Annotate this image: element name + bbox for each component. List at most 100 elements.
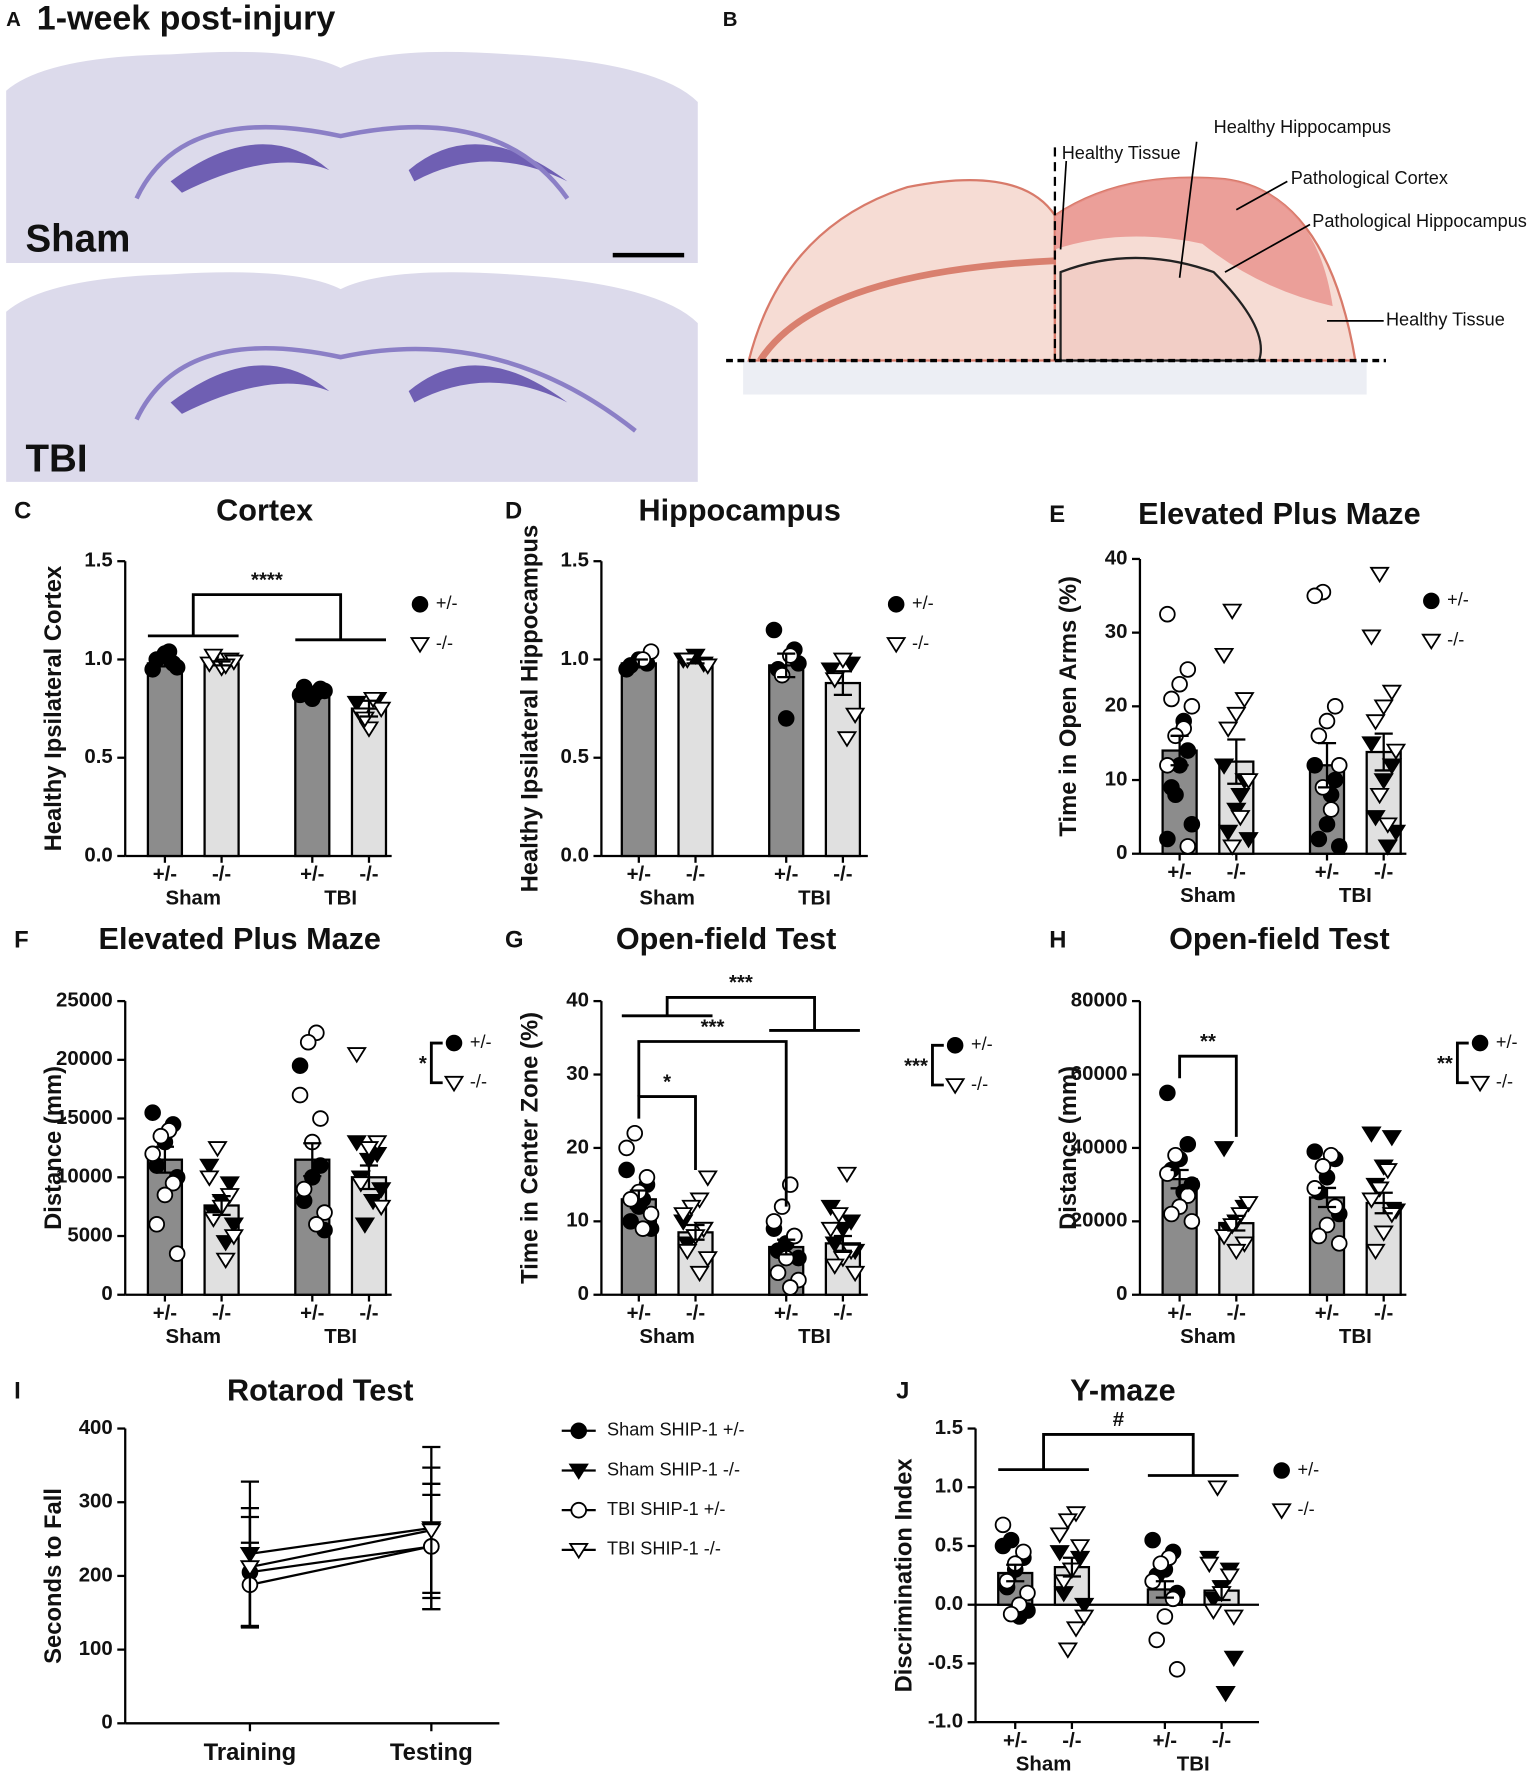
x-tick-label: -/- [833, 1302, 852, 1324]
data-point [1377, 839, 1398, 856]
x-tick-label: +/- [1315, 861, 1339, 883]
x-tick-label: -/- [1374, 861, 1393, 883]
y-tick-label: 100 [79, 1638, 113, 1660]
data-point [299, 1033, 317, 1051]
y-tick-label: 30 [1105, 621, 1128, 643]
data-point [820, 1221, 841, 1239]
data-point [622, 1213, 639, 1230]
diagram-label: Healthy Tissue [1062, 143, 1181, 163]
data-point [1365, 714, 1386, 731]
data-point [1369, 787, 1390, 805]
chart-title: Open-field Test [616, 922, 837, 956]
data-point [1163, 1205, 1180, 1223]
chart-title: Elevated Plus Maze [99, 922, 381, 956]
data-point [164, 1174, 182, 1192]
data-point [1306, 757, 1324, 774]
y-tick-label: 20 [1105, 695, 1128, 717]
y-tick-label: 20000 [56, 1048, 113, 1070]
group-label: Sham [639, 1326, 695, 1348]
bar [768, 664, 805, 858]
y-tick-label: 0.5 [561, 746, 589, 768]
x-tick-label: +/- [1153, 1730, 1177, 1752]
data-point [642, 1205, 660, 1223]
sig-bracket [637, 1040, 788, 1207]
data-point [1168, 1661, 1186, 1678]
data-point [207, 1141, 228, 1158]
base [743, 360, 1367, 395]
x-tick-label: +/- [1315, 1302, 1339, 1324]
data-point [1318, 1216, 1336, 1234]
y-tick-label: 0 [101, 1283, 112, 1305]
sig-label: * [419, 1053, 427, 1075]
error-bar [212, 660, 231, 667]
y-tick-label: 10 [1105, 768, 1128, 790]
data-point [1238, 773, 1259, 790]
data-point [1326, 698, 1344, 715]
data-point [765, 621, 783, 639]
data-point [1381, 1130, 1402, 1147]
panel-letter: D [505, 498, 522, 525]
error-bar [1170, 734, 1189, 767]
histology-title: 1-week post-injury [37, 0, 336, 37]
legend-label: +/- [436, 593, 458, 613]
sig-label: *** [729, 972, 753, 994]
left-hemisphere [747, 178, 1057, 362]
legend-marker [887, 596, 905, 613]
error-bar [833, 1234, 852, 1252]
data-point [1373, 1225, 1394, 1242]
error-bar [777, 652, 796, 679]
data-point [1381, 684, 1402, 702]
legend-marker [1423, 592, 1440, 610]
data-point [634, 1220, 652, 1237]
legend-marker [1471, 1034, 1489, 1052]
bar [294, 691, 331, 858]
data-point [371, 1199, 392, 1217]
legend-label: -/- [1496, 1072, 1513, 1092]
data-point [1019, 1584, 1036, 1602]
y-axis-label: Distance (mm) [1055, 1066, 1082, 1230]
data-point [845, 1265, 866, 1283]
chart-title: Hippocampus [639, 494, 841, 528]
data-point [1373, 773, 1394, 790]
data-point [1381, 1207, 1402, 1224]
sig-label: **** [251, 569, 283, 591]
data-point [618, 1139, 635, 1157]
bar [620, 662, 657, 858]
legend-bracket [429, 1041, 443, 1085]
y-axis-label: Discrimination Index [891, 1458, 918, 1693]
x-tick-label: -/- [686, 1302, 705, 1324]
data-point [1377, 817, 1398, 834]
data-point [1222, 839, 1243, 856]
data-point [1310, 1227, 1328, 1245]
sig-label: ** [1437, 1053, 1453, 1075]
data-point [1322, 801, 1340, 818]
group-label: Sham [639, 887, 695, 909]
y-axis-label: Healthy Ipsilateral Hippocampus [516, 525, 543, 893]
data-point [1330, 757, 1348, 774]
x-tick-label: -/- [833, 864, 852, 886]
data-point [1314, 1158, 1332, 1175]
legend-marker [568, 1543, 589, 1560]
series-line [249, 1545, 432, 1586]
data-point [689, 1265, 710, 1283]
error-bar [1317, 742, 1337, 789]
data-point [1213, 1141, 1235, 1158]
data-point [1179, 661, 1197, 678]
data-point [824, 1236, 845, 1253]
data-point [1213, 647, 1235, 665]
data-point [1226, 1243, 1247, 1261]
y-tick-label: 0 [1116, 1283, 1127, 1305]
sig-bracket [621, 996, 860, 1032]
data-point [1310, 727, 1328, 745]
group-label: Sham [1180, 1326, 1236, 1348]
data-point [824, 672, 845, 689]
data-point [1318, 712, 1336, 730]
y-tick-label: 1.5 [84, 550, 112, 572]
data-point [1057, 1513, 1078, 1530]
legend-label: +/- [971, 1034, 993, 1054]
y-tick-label: 40000 [1071, 1136, 1128, 1158]
data-point [765, 1213, 783, 1230]
group-label: TBI [1339, 885, 1372, 907]
data-point [1306, 1143, 1324, 1160]
data-point [1057, 1642, 1078, 1659]
